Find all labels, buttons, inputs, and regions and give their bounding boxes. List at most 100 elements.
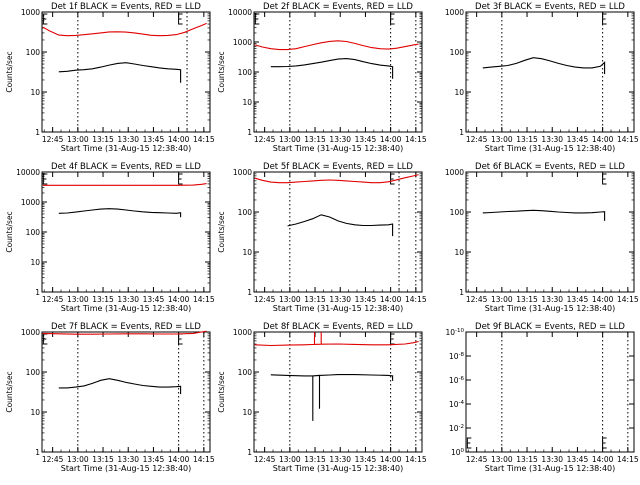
plot-frame (41, 331, 211, 453)
y-tick-label: 10-10 (445, 328, 464, 337)
x-tick-label: 13:45 (143, 135, 165, 144)
lld-rate-line (42, 22, 207, 37)
interval-bracket (602, 173, 607, 185)
x-tick-label: 14:15 (193, 455, 215, 464)
x-tick-label: 13:45 (567, 295, 589, 304)
y-tick-label: 10-2 (449, 424, 464, 433)
x-tick-label: 12:45 (466, 295, 488, 304)
x-axis-label: Start Time (31-Aug-15 12:38:40) (485, 464, 616, 473)
events-rate-line (58, 208, 182, 218)
panel-title: Det 6f BLACK = Events, RED = LLD (475, 162, 625, 172)
x-tick-label: 13:30 (329, 135, 351, 144)
interval-bracket (42, 13, 48, 25)
x-tick-label: 14:00 (592, 455, 614, 464)
plot-frame (253, 11, 423, 133)
y-tick-label: 1 (35, 128, 40, 137)
events-rate-line (270, 374, 394, 421)
interval-bracket (390, 333, 395, 345)
x-tick-label: 14:00 (592, 135, 614, 144)
x-tick-label: 13:00 (67, 295, 89, 304)
panel-title: Det 8f BLACK = Events, RED = LLD (263, 322, 413, 332)
y-tick-label: 1000 (233, 38, 252, 47)
events-rate-line (270, 58, 394, 79)
x-tick-label: 14:15 (405, 295, 427, 304)
x-tick-label: 13:45 (143, 455, 165, 464)
plot-frame (253, 331, 423, 453)
y-tick-label: 100 (238, 368, 253, 377)
x-tick-label: 12:45 (254, 295, 276, 304)
y-tick-label: 100 (26, 228, 41, 237)
panel-title: Det 2f BLACK = Events, RED = LLD (263, 2, 413, 12)
x-tick-label: 12:45 (42, 135, 64, 144)
y-tick-label: 1000 (21, 8, 40, 17)
panel-title: Det 4f BLACK = Events, RED = LLD (51, 162, 201, 172)
x-tick-label: 13:45 (143, 295, 165, 304)
x-tick-label: 13:30 (541, 295, 563, 304)
y-tick-label: 10 (30, 258, 40, 267)
x-tick-label: 13:30 (329, 455, 351, 464)
x-tick-label: 14:00 (168, 295, 190, 304)
panel-6: Det 6f BLACK = Events, RED = LLD 1 10 100 10… (445, 162, 639, 313)
x-tick-label: 14:15 (193, 295, 215, 304)
x-tick-label: 14:00 (168, 455, 190, 464)
y-tick-label: 10 (242, 408, 252, 417)
x-tick-label: 13:15 (92, 135, 114, 144)
y-tick-label: 100 (450, 48, 465, 57)
x-tick-label: 13:15 (516, 295, 538, 304)
events-rate-line (58, 62, 182, 83)
plot-frame (465, 331, 635, 453)
panel-5: Det 5f BLACK = Events, RED = LLD 1 10 100 10… (217, 162, 427, 313)
panel-title: Det 7f BLACK = Events, RED = LLD (51, 322, 201, 332)
interval-bracket (42, 173, 48, 185)
x-tick-label: 13:15 (304, 135, 326, 144)
panel-7: Det 7f BLACK = Events, RED = LLD 1 10 100 10… (5, 322, 215, 473)
x-axis-label: Start Time (31-Aug-15 12:38:40) (485, 144, 616, 153)
x-tick-label: 14:00 (168, 135, 190, 144)
interval-bracket (254, 13, 260, 25)
interval-bracket (466, 437, 472, 449)
y-tick-label: 100 (26, 368, 41, 377)
x-tick-label: 12:45 (254, 135, 276, 144)
panel-2: Det 2f BLACK = Events, RED = LLD 1 10 100 10… (217, 2, 427, 153)
x-tick-label: 13:00 (279, 455, 301, 464)
events-rate-line (58, 378, 182, 395)
lld-rate-line (254, 174, 419, 184)
panel-title: Det 5f BLACK = Events, RED = LLD (263, 162, 413, 172)
y-axis-label: Counts/sec (5, 211, 14, 252)
x-tick-label: 13:30 (117, 455, 139, 464)
interval-bracket (178, 333, 183, 345)
lld-rate-line (254, 40, 419, 51)
x-axis-label: Start Time (31-Aug-15 12:38:40) (61, 464, 192, 473)
y-tick-label: 1 (247, 448, 252, 457)
x-tick-label: 13:15 (516, 135, 538, 144)
y-tick-label: 10 (454, 88, 464, 97)
x-tick-label: 14:15 (405, 455, 427, 464)
y-tick-label: 1000 (445, 8, 464, 17)
y-tick-label: 1 (35, 288, 40, 297)
x-tick-label: 13:30 (541, 135, 563, 144)
x-tick-label: 13:00 (279, 295, 301, 304)
panel-title: Det 3f BLACK = Events, RED = LLD (475, 2, 625, 12)
y-tick-label: 1 (459, 288, 464, 297)
x-tick-label: 12:45 (42, 295, 64, 304)
y-tick-label: 100 (26, 48, 41, 57)
plot-frame (465, 171, 635, 293)
y-axis-label: Counts/sec (5, 51, 14, 92)
x-tick-label: 12:45 (254, 455, 276, 464)
x-tick-label: 13:00 (491, 135, 513, 144)
y-axis-label: Counts/sec (217, 211, 226, 252)
x-tick-label: 13:00 (279, 135, 301, 144)
y-axis-label: Counts/sec (5, 371, 14, 412)
y-tick-label: 10000 (16, 168, 40, 177)
x-tick-label: 12:45 (466, 135, 488, 144)
y-tick-label: 100 (238, 68, 253, 77)
y-tick-label: 10-4 (449, 400, 465, 409)
x-tick-label: 14:15 (193, 135, 215, 144)
x-tick-label: 13:45 (567, 455, 589, 464)
y-tick-label: 1 (247, 128, 252, 137)
interval-bracket (602, 13, 607, 25)
y-axis-label: Counts/sec (217, 51, 226, 92)
x-tick-label: 13:00 (491, 295, 513, 304)
interval-bracket (390, 13, 395, 25)
plot-frame (41, 11, 211, 133)
